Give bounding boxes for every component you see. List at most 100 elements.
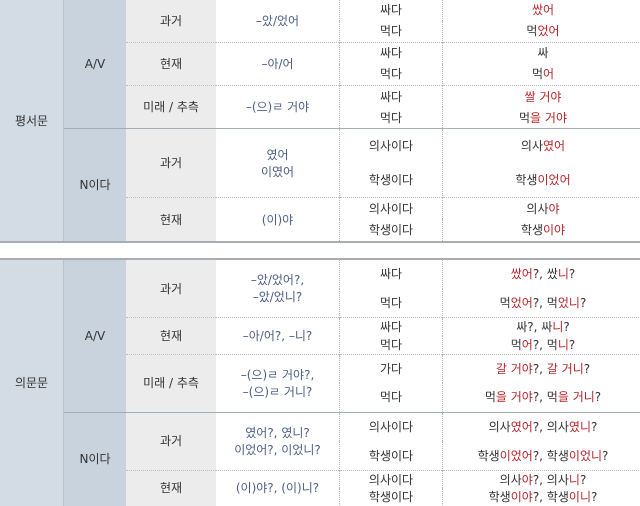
- ending-cell: (이)야: [216, 197, 340, 242]
- tense-label: 현재: [126, 197, 216, 242]
- ending-form: (이)야?, (이)니?: [235, 481, 320, 496]
- table-row: 학생이다 학생이었어?, 학생이었니?: [0, 441, 640, 471]
- conjugated-form: 학생이야: [443, 219, 640, 242]
- ending-highlight: 이야: [510, 490, 533, 505]
- tense-label: 미래 / 추측: [126, 85, 216, 129]
- stem-text: ?, 의사: [532, 472, 569, 487]
- conjugated-form: 먹었어: [443, 21, 640, 43]
- word-class-label: A/V: [63, 0, 126, 130]
- ending-form: –았/었어: [255, 13, 300, 28]
- ending-highlight: 이었어: [537, 173, 571, 188]
- ending-form: –(으)ㄹ 거니?: [242, 384, 313, 399]
- ending-highlight: 쌌어: [531, 3, 555, 18]
- table-row: 먹다 먹어?, 먹니?: [0, 335, 640, 355]
- ending-form: –았/었어?,: [250, 273, 305, 288]
- stem-text: 먹: [484, 390, 496, 405]
- table-row: 먹다 먹을 거야: [0, 107, 640, 129]
- table-row: 현재 (이)야 의사이다 의사야: [0, 197, 640, 242]
- ending-cell: –(으)ㄹ 거야?, –(으)ㄹ 거니?: [216, 353, 340, 413]
- base-verb: 의사이다: [339, 469, 443, 489]
- tense-label: 과거: [126, 411, 216, 471]
- table-row: 현재 (이)야?, (이)니? 의사이다 의사야?, 의사니?: [0, 469, 640, 506]
- ending-highlight: 었니: [557, 296, 580, 311]
- ending-highlight: 야: [548, 201, 560, 216]
- ending-cell: 였어 이였어: [216, 128, 340, 198]
- ending-form: 이였어: [260, 164, 295, 179]
- table-row: N이다 과거 였어?, 였니? 이었어?, 이었니? 의사이다 의사였어?, 의사였니?: [0, 411, 640, 506]
- ending-highlight: 이야: [543, 223, 566, 238]
- base-verb: 먹다: [339, 20, 443, 43]
- stem-text: 학생: [520, 223, 543, 238]
- tense-label: 과거: [126, 0, 216, 43]
- base-verb: 싸다: [339, 41, 443, 64]
- table-row: 미래 / 추측 –(으)ㄹ 거야?, –(으)ㄹ 거니? 가다 갈 거야?, 갈 거니?: [0, 353, 640, 413]
- table-row: 먹다 먹어: [0, 63, 640, 86]
- conjugated-form: 먹어?, 먹니?: [443, 336, 640, 354]
- stem-text: ?, 먹: [532, 337, 558, 352]
- conjugated-form: 쌌어: [443, 0, 640, 21]
- ending-cell: –(으)ㄹ 거야: [216, 85, 340, 129]
- base-verb: 학생이다: [339, 441, 443, 471]
- ending-highlight: 니: [557, 337, 569, 352]
- stem-text: ?: [563, 320, 570, 335]
- stem-text: 의사: [526, 201, 549, 216]
- table-row: 먹다 먹었어?, 먹었니?: [0, 288, 640, 318]
- conjugated-form: 먹을 거야?, 먹을 거니?: [443, 383, 640, 412]
- conjugated-form: 학생이야?, 학생이니?: [443, 488, 640, 506]
- base-verb: 먹다: [339, 383, 443, 413]
- stem-text: 학생: [477, 448, 500, 463]
- conjugated-form: 싸: [442, 41, 640, 64]
- ending-form: 이었어?, 이었니?: [234, 442, 321, 457]
- stem-text: ?: [602, 448, 609, 463]
- ending-form: –았/었니?: [252, 290, 303, 305]
- conjugated-form: 의사였어: [442, 128, 640, 164]
- ending-form: –(으)ㄹ 거야?,: [240, 367, 315, 382]
- conjugated-form: 먹을 거야: [443, 107, 640, 129]
- stem-text: 먹: [499, 296, 511, 311]
- stem-text: ?: [579, 296, 587, 311]
- stem-text: ?: [568, 337, 576, 352]
- ending-cell: –았/었어: [216, 0, 340, 42]
- table-row: 학생이다 학생이었어: [0, 163, 640, 198]
- stem-text: ?: [594, 390, 602, 405]
- stem-text: ?, 학생: [532, 448, 569, 463]
- ending-cell: –아/어?, –니?: [216, 317, 340, 355]
- stem-text: 의사: [520, 139, 543, 154]
- ending-form: –(으)ㄹ 거야: [245, 100, 310, 115]
- table-row: 미래 / 추측 –(으)ㄹ 거야 싸다 쌀 거야: [0, 85, 640, 129]
- conjugated-form: 학생이었어: [443, 163, 640, 198]
- stem-text: ?: [591, 420, 598, 434]
- stem-text: 먹: [519, 110, 531, 125]
- base-verb: 학생이다: [339, 163, 443, 198]
- ending-cell: (이)야?, (이)니?: [216, 469, 340, 506]
- stem-text: 학생: [488, 490, 511, 505]
- stem-text: 의사: [488, 420, 511, 434]
- stem-text: ?, 학생: [532, 490, 569, 505]
- table-row: 의문문 A/V 과거 –았/었어?, –았/었니? 싸다 쌌어?, 쌌니?: [0, 259, 640, 506]
- tense-label: 과거: [126, 128, 216, 198]
- tense-label: 현재: [126, 41, 216, 86]
- stem-text: ?: [591, 490, 598, 505]
- stem-text: ?: [579, 472, 587, 487]
- tense-label: 과거: [126, 259, 216, 318]
- base-verb: 싸다: [339, 259, 443, 289]
- ending-highlight: 쌀 거야: [524, 89, 562, 104]
- word-class-label: N이다: [63, 412, 126, 506]
- ending-form: –아/어: [261, 56, 294, 71]
- conjugated-form: 먹었어?, 먹었니?: [443, 289, 640, 318]
- stem-text: 먹: [510, 337, 522, 352]
- conjugated-form: 의사야?, 의사니?: [442, 469, 640, 489]
- ending-highlight: 었어: [537, 24, 560, 39]
- ending-highlight: 어: [543, 67, 555, 82]
- conjugated-form: 먹어: [443, 64, 640, 86]
- sentence-type-label: 의문문: [0, 259, 64, 506]
- ending-highlight: 을 거니: [557, 390, 595, 405]
- table-row: 먹다 먹었어: [0, 20, 640, 43]
- base-verb: 먹다: [339, 107, 443, 129]
- table-row: 현재 –아/어?, –니? 싸다 싸?, 싸니?: [0, 317, 640, 355]
- ending-highlight: 어: [521, 337, 533, 352]
- base-verb: 학생이다: [339, 488, 443, 506]
- base-verb: 먹다: [339, 335, 443, 355]
- conjugated-form: 갈 거야?, 갈 거니?: [442, 353, 640, 384]
- table-row: 먹다 먹을 거야?, 먹을 거니?: [0, 383, 640, 413]
